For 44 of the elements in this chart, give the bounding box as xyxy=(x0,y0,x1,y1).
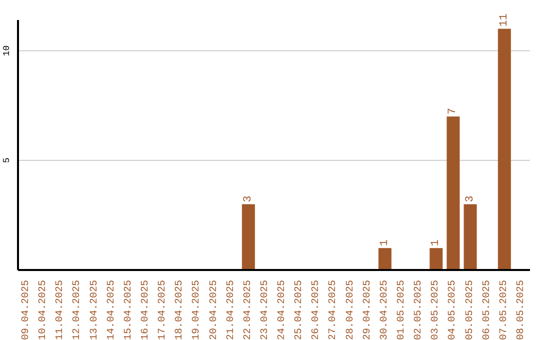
x-tick-label: 17.04.2025 xyxy=(158,280,169,340)
x-tick-label: 18.04.2025 xyxy=(174,280,186,340)
bar xyxy=(378,248,392,270)
x-tick-label: 23.04.2025 xyxy=(260,280,271,340)
x-tick-label: 29.04.2025 xyxy=(362,280,374,340)
x-tick-label: 26.04.2025 xyxy=(311,280,322,340)
data-label: 3 xyxy=(464,196,476,202)
x-tick-label: 14.04.2025 xyxy=(106,280,118,340)
x-tick-label: 25.04.2025 xyxy=(294,280,306,340)
bar xyxy=(464,204,477,270)
bar xyxy=(430,248,443,270)
x-tick-label: 21.04.2025 xyxy=(226,280,237,340)
data-label: 3 xyxy=(242,196,254,202)
x-tick-label: 03.05.2025 xyxy=(430,280,442,340)
x-tick-label: 30.04.2025 xyxy=(379,280,390,340)
x-tick-label: 16.04.2025 xyxy=(140,280,152,340)
y-tick-label: 5 xyxy=(2,158,12,164)
x-tick-label: 24.04.2025 xyxy=(277,280,288,340)
data-label: 11 xyxy=(498,13,510,27)
x-tick-label: 04.05.2025 xyxy=(448,280,459,340)
x-tick-label: 28.04.2025 xyxy=(345,280,356,340)
x-tick-label: 22.04.2025 xyxy=(242,280,254,340)
x-tick-label: 19.04.2025 xyxy=(192,280,203,340)
x-tick-label: 12.04.2025 xyxy=(72,280,84,340)
bar xyxy=(498,28,511,270)
x-tick-label: 07.05.2025 xyxy=(498,280,510,340)
x-tick-label: 09.04.2025 xyxy=(21,280,32,340)
x-tick-label: 13.04.2025 xyxy=(89,280,100,340)
y-tick-label: 10 xyxy=(2,45,12,56)
x-tick-label: 02.05.2025 xyxy=(414,280,425,340)
x-tick-label: 27.04.2025 xyxy=(328,280,340,340)
x-tick-label: 11.04.2025 xyxy=(55,280,66,340)
x-tick-label: 08.05.2025 xyxy=(516,280,527,340)
x-tick-label: 20.04.2025 xyxy=(208,280,220,340)
x-tick-label: 06.05.2025 xyxy=(482,280,493,340)
data-label: 1 xyxy=(378,239,391,246)
x-tick-label: 15.04.2025 xyxy=(123,280,134,340)
x-tick-label: 10.04.2025 xyxy=(38,280,50,340)
bar xyxy=(242,204,255,270)
x-tick-label: 01.05.2025 xyxy=(396,280,408,340)
bar xyxy=(446,116,460,270)
data-label: 1 xyxy=(430,239,442,246)
data-label: 7 xyxy=(447,108,460,114)
x-tick-label: 05.05.2025 xyxy=(464,280,476,340)
